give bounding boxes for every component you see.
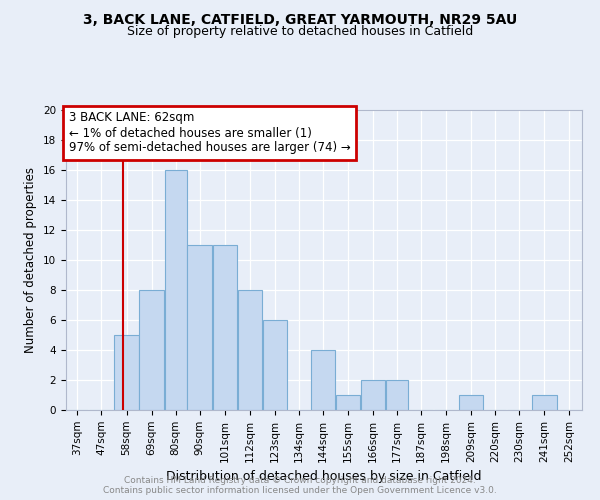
Bar [115, 335, 139, 410]
Bar [386, 380, 408, 410]
Bar [361, 380, 385, 410]
Text: 3 BACK LANE: 62sqm
← 1% of detached houses are smaller (1)
97% of semi-detached : 3 BACK LANE: 62sqm ← 1% of detached hous… [68, 112, 350, 154]
Bar [263, 320, 287, 410]
Text: Contains HM Land Registry data © Crown copyright and database right 2024.: Contains HM Land Registry data © Crown c… [124, 476, 476, 485]
Text: Size of property relative to detached houses in Catfield: Size of property relative to detached ho… [127, 25, 473, 38]
Bar [164, 170, 187, 410]
Bar [212, 245, 237, 410]
Bar [139, 290, 164, 410]
Text: Contains public sector information licensed under the Open Government Licence v3: Contains public sector information licen… [103, 486, 497, 495]
Bar [459, 395, 484, 410]
Y-axis label: Number of detached properties: Number of detached properties [25, 167, 37, 353]
Bar [238, 290, 262, 410]
Bar [187, 245, 212, 410]
Text: 3, BACK LANE, CATFIELD, GREAT YARMOUTH, NR29 5AU: 3, BACK LANE, CATFIELD, GREAT YARMOUTH, … [83, 12, 517, 26]
Bar [311, 350, 335, 410]
X-axis label: Distribution of detached houses by size in Catfield: Distribution of detached houses by size … [166, 470, 482, 483]
Bar [532, 395, 557, 410]
Bar [336, 395, 360, 410]
